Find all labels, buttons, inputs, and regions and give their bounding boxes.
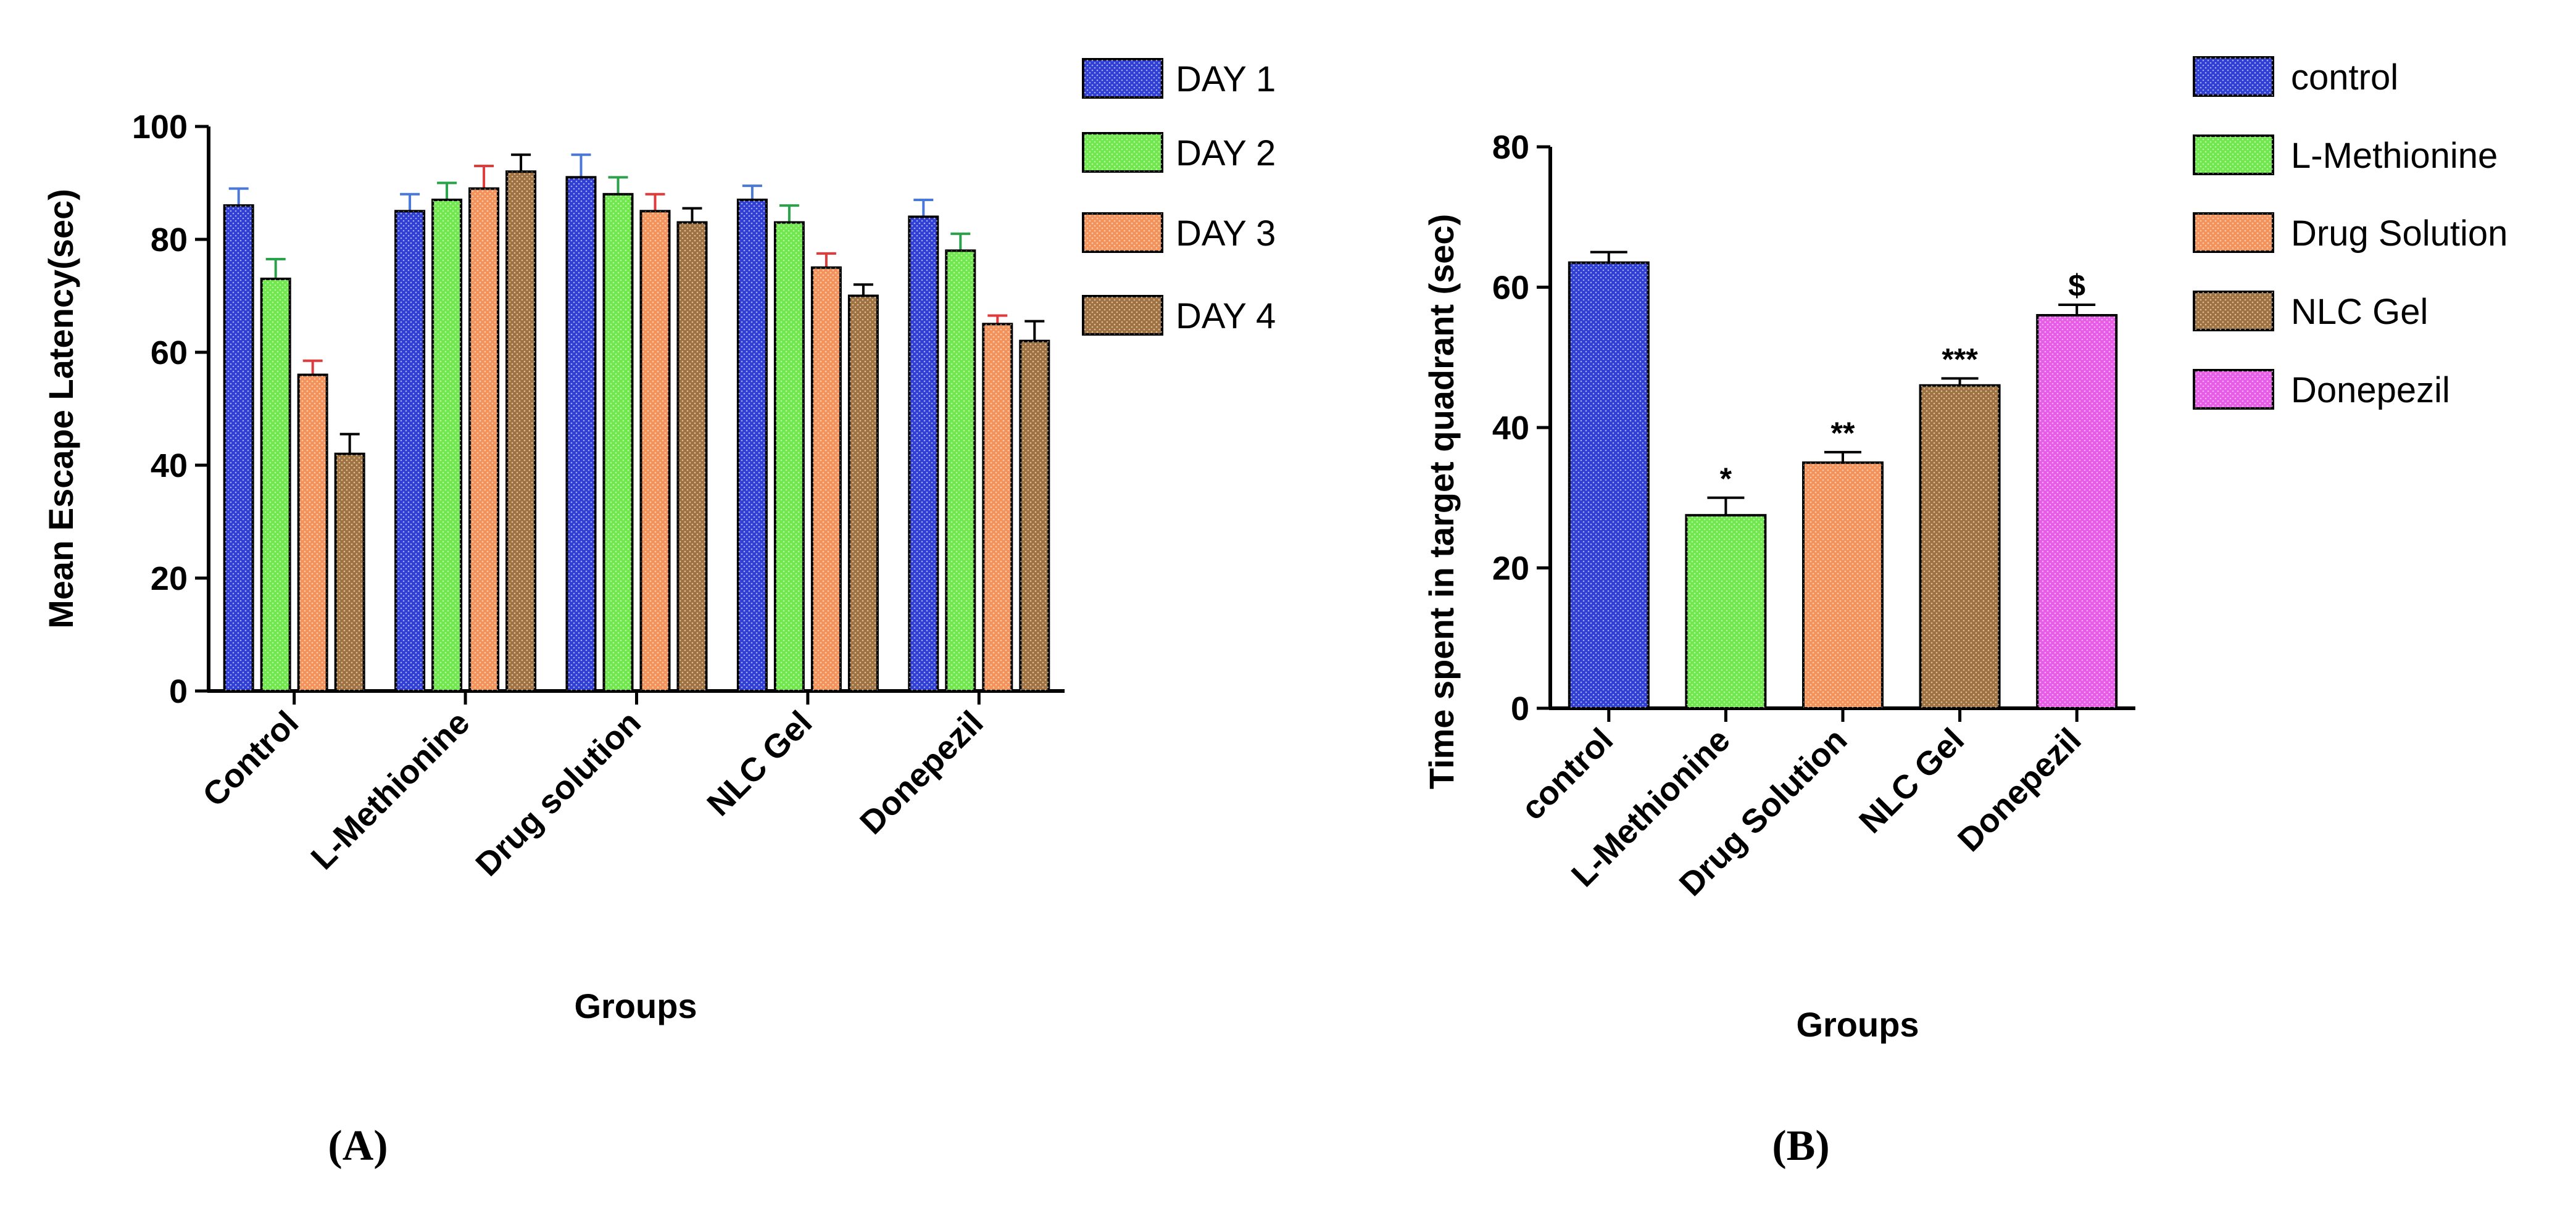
bar-b-texture (2037, 315, 2117, 708)
legend-label-a: DAY 2 (1176, 133, 1276, 173)
panel-label-a: (A) (328, 1122, 388, 1170)
bar-a-texture (909, 217, 938, 691)
y-tick-label-b: 20 (1492, 550, 1529, 587)
x-tick-label-a: L-Methionine (304, 704, 477, 877)
bar-a-texture (737, 199, 767, 691)
y-tick-label-b: 60 (1492, 270, 1529, 307)
bar-a-texture (433, 199, 462, 691)
y-axis-title-a: Mean Escape Latency(sec) (41, 189, 80, 629)
bar-a-texture (678, 222, 707, 691)
bar-a-texture (298, 374, 327, 691)
bar-b-texture (1803, 462, 1882, 708)
bar-a-texture (604, 194, 633, 691)
legend-label-a: DAY 3 (1176, 213, 1276, 254)
legend-label-b: Drug Solution (2291, 213, 2507, 254)
bar-a-texture (470, 188, 499, 691)
y-tick-label-a: 100 (132, 109, 188, 146)
x-tick-label-a: NLC Gel (700, 704, 819, 823)
y-axis-title-b: Time spent in target quadrant (sec) (1422, 214, 1461, 789)
y-tick-label-b: 80 (1492, 129, 1529, 166)
y-tick-label-a: 80 (151, 221, 188, 259)
legend-swatch-b-texture (2194, 292, 2273, 330)
x-tick-label-a: Drug solution (468, 704, 648, 883)
x-tick-label-a: Donepezil (853, 704, 991, 842)
panel-label-b: (B) (1772, 1122, 1829, 1170)
legend-label-b: L-Methionine (2291, 136, 2498, 176)
legend-label-a: DAY 4 (1176, 296, 1276, 336)
significance-marker-b: $ (2068, 268, 2085, 303)
legend-swatch-a-texture (1083, 213, 1162, 252)
significance-marker-b: ** (1831, 416, 1855, 450)
legend-swatch-b-texture (2194, 57, 2273, 96)
x-axis-title-a: Groups (574, 987, 697, 1025)
bar-a-texture (775, 222, 804, 691)
x-tick-label-b: control (1514, 721, 1620, 827)
legend-swatch-a-texture (1083, 296, 1162, 334)
bar-a-texture (812, 267, 841, 691)
legend-label-b: control (2291, 57, 2398, 97)
x-tick-label-b: NLC Gel (1852, 721, 1971, 840)
y-tick-label-a: 0 (169, 673, 188, 710)
legend-swatch-b-texture (2194, 370, 2273, 408)
significance-marker-b: *** (1942, 342, 1978, 376)
x-axis-title-b: Groups (1796, 1005, 1919, 1044)
legend-swatch-b-texture (2194, 136, 2273, 174)
legend-label-b: Donepezil (2291, 370, 2450, 410)
bar-a-texture (641, 211, 670, 691)
legend-swatch-a-texture (1083, 133, 1162, 172)
legend-swatch-a-texture (1083, 59, 1162, 97)
bar-a-texture (396, 211, 425, 691)
bar-a-texture (849, 296, 878, 691)
bar-b-texture (1569, 262, 1648, 708)
chart-panel-b: 0 20 40 60 80 control L-Methionine * Drug Soluti… (1422, 56, 2507, 1170)
y-tick-label-b: 0 (1511, 690, 1529, 727)
x-tick-label-a: Control (196, 704, 305, 814)
y-tick-label-a: 20 (151, 560, 188, 597)
bar-a-texture (224, 205, 253, 692)
legend-label-a: DAY 1 (1176, 59, 1276, 99)
y-tick-label-b: 40 (1492, 410, 1529, 447)
bar-a-texture (983, 324, 1012, 691)
legend-label-b: NLC Gel (2291, 292, 2428, 332)
y-tick-label-a: 60 (151, 334, 188, 371)
bar-a-texture (567, 177, 596, 692)
x-tick-label-b: Donepezil (1951, 721, 2088, 859)
y-tick-label-a: 40 (151, 447, 188, 484)
significance-marker-b: * (1720, 461, 1732, 496)
bar-a-texture (1020, 341, 1049, 691)
bar-b-texture (1686, 515, 1766, 708)
legend-swatch-b-texture (2194, 213, 2273, 252)
bar-b-texture (1920, 385, 2000, 708)
bar-a-texture (335, 453, 364, 691)
bar-a-texture (946, 250, 975, 691)
bar-a-texture (507, 172, 536, 691)
bar-a-texture (261, 279, 290, 691)
